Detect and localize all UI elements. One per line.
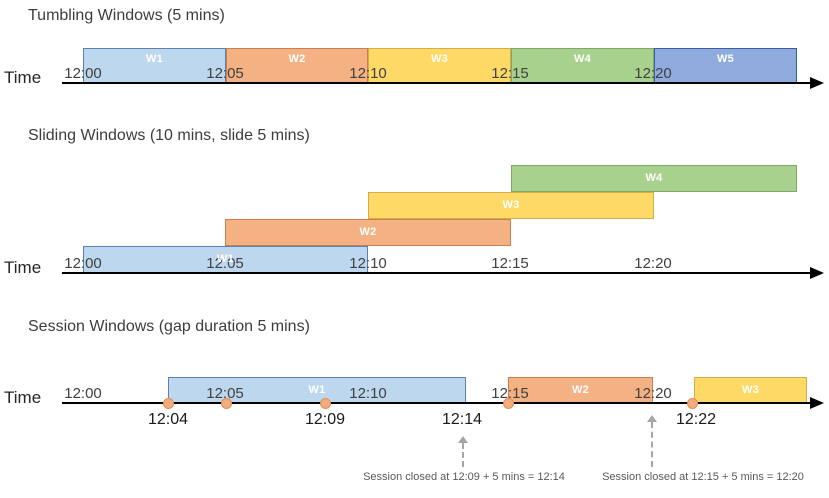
session-event-time-label-2: 12:14 xyxy=(441,411,483,428)
sliding-window-w4 xyxy=(511,165,797,192)
session-event-time-label-1: 12:09 xyxy=(304,411,346,428)
session-event-dot-4 xyxy=(686,397,698,409)
session-event-dot-3 xyxy=(502,397,514,409)
session-window-w1 xyxy=(168,377,466,403)
tumbling-timeline xyxy=(62,82,810,84)
tumbling-tick-label-3: 12:15 xyxy=(491,65,529,82)
session-callout-arrow-icon-1 xyxy=(647,415,657,422)
session-callout-arrow-icon-0 xyxy=(458,436,468,443)
session-window-label-w2: W2 xyxy=(571,384,590,396)
session-callout-text-1: Session closed at 12:15 + 5 mins = 12:20 xyxy=(602,471,804,483)
tumbling-tick-label-2: 12:10 xyxy=(349,65,387,82)
tumbling-window-label-w5: W5 xyxy=(716,53,735,65)
sliding-window-label-w2: W2 xyxy=(359,226,377,238)
tumbling-window-w2 xyxy=(226,48,368,83)
session-event-time-label-3: 12:22 xyxy=(675,411,717,428)
sliding-timeline-arrowhead-icon xyxy=(810,267,824,279)
session-tick-label-3: 12:15 xyxy=(491,385,529,402)
session-tick-label-0: 12:00 xyxy=(64,385,102,402)
session-event-dot-1 xyxy=(220,397,232,409)
sliding-time-axis-label: Time xyxy=(4,258,42,277)
session-callout-text-0: Session closed at 12:09 + 5 mins = 12:14 xyxy=(363,471,565,483)
tumbling-window-label-w4: W4 xyxy=(573,53,592,65)
sliding-window-w1 xyxy=(83,246,368,273)
tumbling-time-axis-label: Time xyxy=(4,68,42,87)
tumbling-window-w1 xyxy=(83,48,226,83)
session-event-time-label-0: 12:04 xyxy=(147,411,189,428)
sliding-window-label-w3: W3 xyxy=(502,199,520,211)
session-tick-label-1: 12:05 xyxy=(206,385,244,402)
session-event-dot-2 xyxy=(319,397,331,409)
tumbling-window-label-w1: W1 xyxy=(145,53,164,65)
sliding-window-label-w4: W4 xyxy=(645,172,663,184)
session-event-dot-0 xyxy=(162,397,174,409)
tumbling-tick-label-4: 12:20 xyxy=(634,65,672,82)
session-tick-label-2: 12:10 xyxy=(349,385,387,402)
tumbling-windows-title: Tumbling Windows (5 mins) xyxy=(28,7,225,24)
session-window-w2 xyxy=(508,377,653,403)
tumbling-tick-label-0: 12:00 xyxy=(64,65,102,82)
tumbling-window-label-w3: W3 xyxy=(430,53,449,65)
sliding-window-w3 xyxy=(368,192,654,219)
session-time-axis-label: Time xyxy=(4,388,42,407)
sliding-tick-label-2: 12:10 xyxy=(349,255,387,272)
tumbling-window-w4 xyxy=(511,48,654,83)
tumbling-tick-label-1: 12:05 xyxy=(206,65,244,82)
sliding-tick-label-3: 12:15 xyxy=(491,255,529,272)
session-tick-label-4: 12:20 xyxy=(634,385,672,402)
tumbling-window-label-w2: W2 xyxy=(288,53,306,65)
sliding-window-label-w1: W1 xyxy=(216,253,235,265)
session-window-label-w1: W1 xyxy=(308,384,326,396)
sliding-tick-label-1: 12:05 xyxy=(206,255,244,272)
sliding-tick-label-4: 12:20 xyxy=(634,255,672,272)
sliding-window-w2 xyxy=(225,219,511,246)
sliding-timeline xyxy=(62,272,810,274)
session-timeline-arrowhead-icon xyxy=(810,397,824,409)
session-windows-title: Session Windows (gap duration 5 mins) xyxy=(28,318,310,335)
sliding-tick-label-0: 12:00 xyxy=(64,255,102,272)
session-callout-arrow-line-1 xyxy=(651,422,653,467)
session-callout-arrow-line-0 xyxy=(462,443,464,467)
session-timeline xyxy=(62,402,810,404)
tumbling-timeline-arrowhead-icon xyxy=(810,77,824,89)
session-window-label-w3: W3 xyxy=(741,384,760,396)
sliding-windows-title: Sliding Windows (10 mins, slide 5 mins) xyxy=(28,127,310,144)
